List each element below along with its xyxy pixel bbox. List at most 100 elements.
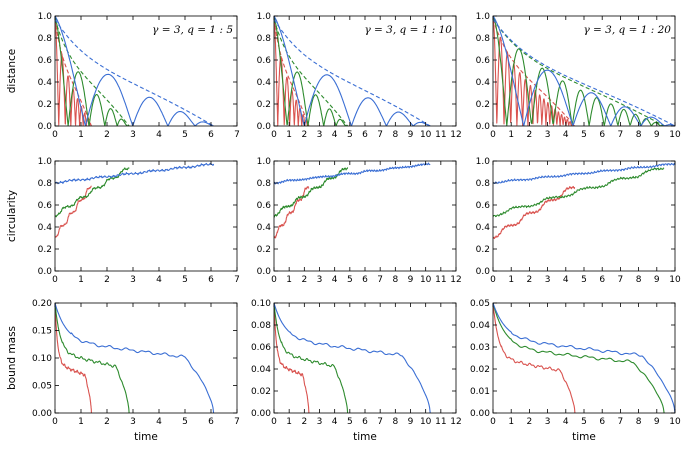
x-tick-label: 1 xyxy=(286,417,292,427)
series-group xyxy=(274,162,431,239)
x-tick-label: 2 xyxy=(301,275,307,285)
y-tick-label: 0.4 xyxy=(476,223,491,233)
x-tick-label: 0 xyxy=(52,417,58,427)
y-tick-label: 0.0 xyxy=(38,122,53,132)
series-medium-dashed-line xyxy=(493,18,665,126)
x-tick-label: 7 xyxy=(377,275,383,285)
series-heavy-line xyxy=(55,303,215,413)
x-tick-label: 7 xyxy=(234,275,240,285)
x-tick-label: 4 xyxy=(156,275,162,285)
x-tick-label: 9 xyxy=(408,130,414,140)
x-tick-label: 8 xyxy=(636,417,642,427)
x-tick-label: 0 xyxy=(490,130,496,140)
y-tick-label: 0.4 xyxy=(38,78,53,88)
x-tick-label: 9 xyxy=(654,417,660,427)
x-tick-label: 2 xyxy=(527,275,533,285)
x-tick-label: 12 xyxy=(450,130,461,140)
y-tick-label: 1.0 xyxy=(38,157,53,167)
y-tick-label: 0.10 xyxy=(251,299,271,309)
x-tick-label: 6 xyxy=(599,417,605,427)
plot-frame xyxy=(273,160,457,272)
series-group xyxy=(55,162,215,238)
x-tick-label: 8 xyxy=(392,275,398,285)
panel-annotation: γ = 3, q = 1 : 5 xyxy=(152,24,233,36)
x-tick-label: 3 xyxy=(545,130,551,140)
y-tick-label: 0.04 xyxy=(251,365,271,375)
x-tick-label: 6 xyxy=(208,275,214,285)
panel-circularity-col3: 0.0 0.2 0.4 0.6 0.8 1.0 0 1 2 3 4 5 6 7 8 9 10 xyxy=(476,157,681,285)
y-tick-label: 1.0 xyxy=(476,157,491,167)
panel-distance-col2: 0.00.20.40.60.81.00 1 2 3 4 5 6 7 8 9 10 11 12γ = 3,… xyxy=(257,12,462,140)
x-tick-label: 5 xyxy=(581,417,587,427)
y-tick-label: 0.4 xyxy=(257,78,272,88)
y-tick-label: 0.2 xyxy=(476,245,490,255)
y-tick-label: 0.00 xyxy=(251,409,271,419)
y-tick-label: 0.8 xyxy=(476,34,491,44)
panel-bound-mass-col3: 0.00 0.01 0.02 0.03 0.04 0.05 0 1 2 3 4 5 6 7 8 9 10 time xyxy=(470,299,681,443)
x-tick-label: 3 xyxy=(545,417,551,427)
y-tick-label: 0.05 xyxy=(470,299,490,309)
panel-distance-col1: 0.0 0.2 0.4 0.6 0.8 1.0 0 1 2 3 4 5 6 7 γ = 3, q = 1 :… xyxy=(6,12,240,140)
x-tick-label: 8 xyxy=(392,417,398,427)
x-tick-label: 11 xyxy=(435,417,446,427)
plot-frame xyxy=(54,160,238,272)
series-light-line xyxy=(55,303,92,413)
x-tick-label: 9 xyxy=(408,417,414,427)
series-light-dashed-line xyxy=(493,19,576,126)
y-tick-label: 0.2 xyxy=(257,100,271,110)
y-tick-label: 0.2 xyxy=(476,100,490,110)
plot-frame xyxy=(54,15,238,127)
x-tick-label: 2 xyxy=(104,417,110,427)
x-tick-label: 2 xyxy=(301,417,307,427)
x-tick-label: 12 xyxy=(450,275,461,285)
x-tick-label: 0 xyxy=(490,275,496,285)
y-tick-label: 0.01 xyxy=(470,387,490,397)
x-tick-label: 1 xyxy=(78,417,84,427)
y-tick-label: 0.2 xyxy=(38,245,52,255)
x-tick-label: 0 xyxy=(52,130,58,140)
series-heavy-line xyxy=(274,162,431,185)
x-tick-label: 3 xyxy=(130,417,136,427)
x-tick-label: 0 xyxy=(271,417,277,427)
series-medium-line xyxy=(493,167,665,218)
y-axis-label: circularity xyxy=(6,190,18,242)
y-tick-label: 0.0 xyxy=(257,267,272,277)
y-tick-label: 0.6 xyxy=(38,56,53,66)
x-tick-label: 4 xyxy=(563,417,569,427)
y-tick-label: 0.0 xyxy=(476,267,491,277)
x-tick-label: 2 xyxy=(301,130,307,140)
y-tick-label: 0.8 xyxy=(38,34,53,44)
y-tick-label: 0.8 xyxy=(476,179,491,189)
x-tick-label: 9 xyxy=(654,275,660,285)
x-tick-label: 2 xyxy=(104,275,110,285)
x-tick-label: 3 xyxy=(317,417,323,427)
x-tick-label: 5 xyxy=(182,275,188,285)
x-tick-label: 5 xyxy=(581,275,587,285)
panel-annotation: γ = 3, q = 1 : 20 xyxy=(583,24,671,36)
x-tick-label: 10 xyxy=(669,275,681,285)
y-tick-label: 0.05 xyxy=(32,382,52,392)
panel-distance-col3: 0.0 0.2 0.4 0.6 0.8 1.0 0 1 2 3 4 5 6 7 8 9 10 γ = 3, q =… xyxy=(476,12,681,140)
series-heavy-dashed-line xyxy=(274,18,431,126)
x-tick-label: 4 xyxy=(332,417,338,427)
series-light-line xyxy=(274,303,310,413)
plot-frame xyxy=(273,302,457,414)
x-tick-label: 5 xyxy=(182,417,188,427)
x-tick-label: 1 xyxy=(78,130,84,140)
y-tick-label: 0.0 xyxy=(38,267,53,277)
x-tick-label: 10 xyxy=(669,417,681,427)
x-tick-label: 9 xyxy=(654,130,660,140)
plot-frame xyxy=(492,302,676,414)
panel-bound-mass-col1: 0.00 0.05 0.10 0.15 0.20 0 1 2 3 4 5 6 7 time bound ma… xyxy=(6,299,240,443)
x-tick-label: 7 xyxy=(618,130,624,140)
panel-circularity-col2: 0.00.20.40.60.81.00 1 2 3 4 5 6 7 8 9 10 11 12 xyxy=(257,157,462,285)
x-tick-label: 0 xyxy=(490,417,496,427)
x-tick-label: 5 xyxy=(182,130,188,140)
x-tick-label: 10 xyxy=(420,130,432,140)
series-group xyxy=(274,303,431,413)
y-tick-label: 0.02 xyxy=(470,365,490,375)
y-tick-label: 0.03 xyxy=(470,343,490,353)
x-tick-label: 1 xyxy=(286,130,292,140)
plot-frame xyxy=(492,160,676,272)
x-tick-label: 2 xyxy=(527,417,533,427)
